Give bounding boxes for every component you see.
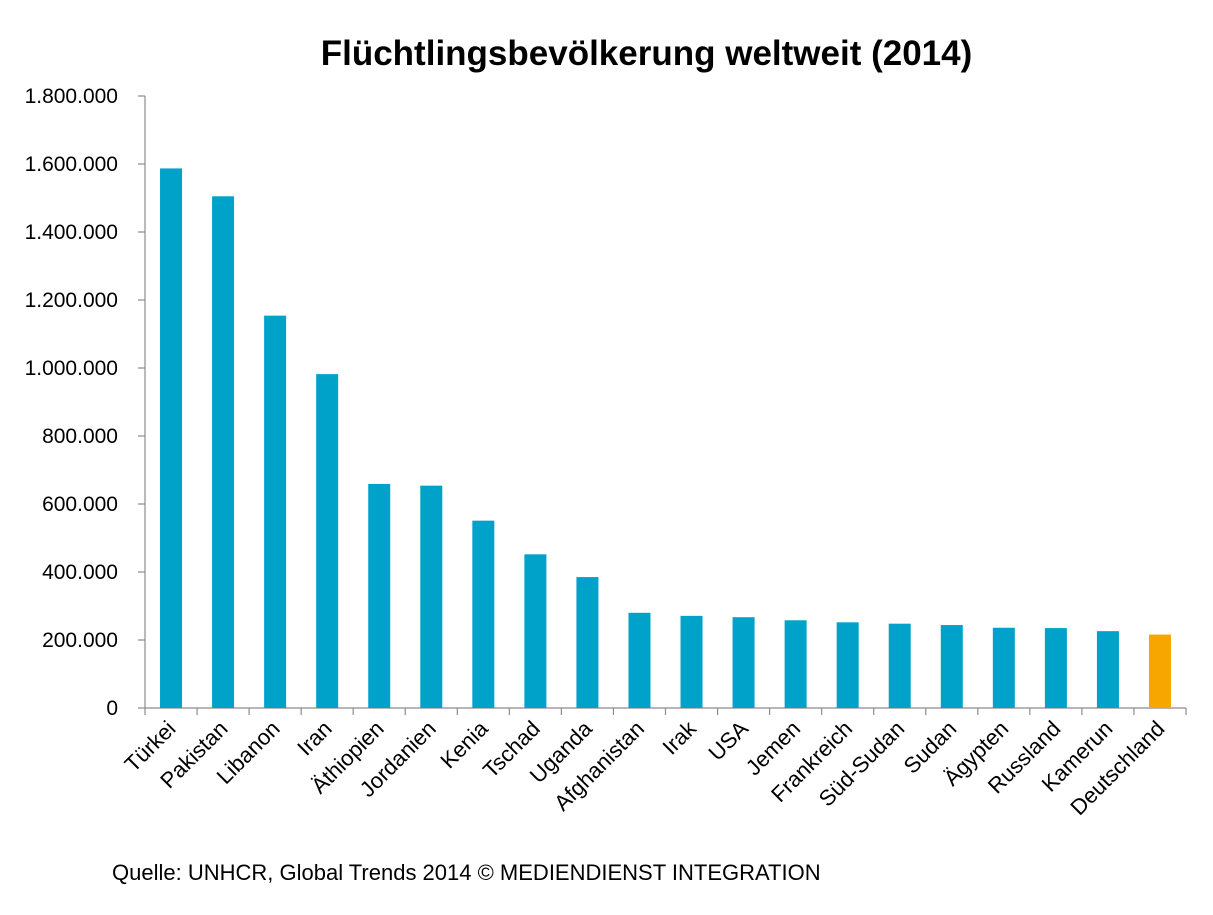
bar [992, 627, 1015, 708]
bar [1096, 631, 1119, 708]
bar [212, 196, 235, 709]
category-label: Iran [292, 716, 336, 760]
bar [940, 625, 963, 708]
bars [160, 168, 1171, 709]
bar [576, 577, 599, 708]
category-label: Irak [657, 715, 701, 759]
y-tick-label: 1.800.000 [25, 85, 118, 108]
bar [368, 483, 391, 708]
chart-source: Quelle: UNHCR, Global Trends 2014 © MEDI… [112, 860, 821, 885]
x-axis [144, 707, 1187, 715]
bar [732, 617, 755, 708]
y-tick-label: 0 [106, 697, 118, 720]
y-tick-label: 800.000 [42, 425, 118, 448]
y-tick-label: 1.000.000 [25, 357, 118, 380]
bar [524, 554, 547, 708]
bar [836, 622, 859, 708]
y-tick-label: 1.200.000 [25, 289, 118, 312]
bar [628, 612, 651, 708]
bar [264, 315, 287, 708]
bar [316, 374, 339, 708]
y-axis: 0 200.000 400.000 600.000 800.000 1.000.000 1.… [25, 85, 146, 720]
y-tick-label: 1.600.000 [25, 153, 118, 176]
bar [680, 615, 703, 708]
bar [888, 623, 911, 708]
y-tick-label: 400.000 [42, 561, 118, 584]
y-tick-label: 200.000 [42, 629, 118, 652]
bar [784, 620, 807, 708]
bar [1148, 634, 1171, 708]
bar [472, 520, 495, 708]
bar [1044, 628, 1067, 708]
bar [420, 485, 443, 708]
y-tick-label: 600.000 [42, 493, 118, 516]
chart-title: Flüchtlingsbevölkerung weltweit (2014) [320, 34, 973, 73]
y-tick-label: 1.400.000 [25, 221, 118, 244]
bar [160, 168, 183, 709]
